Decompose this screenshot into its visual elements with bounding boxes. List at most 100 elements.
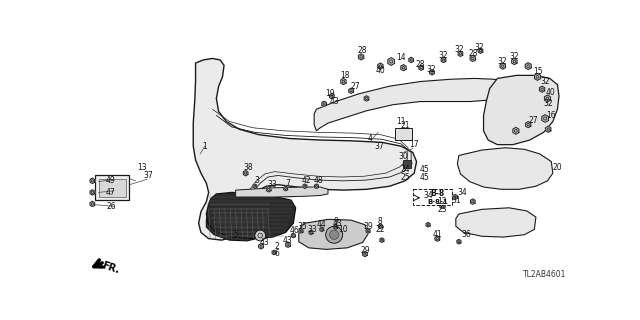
Text: 26: 26 <box>106 202 116 211</box>
Text: 43: 43 <box>330 97 339 106</box>
Text: 32: 32 <box>426 65 436 74</box>
Polygon shape <box>540 86 545 92</box>
Text: 16: 16 <box>547 111 556 120</box>
Text: 40: 40 <box>376 66 385 75</box>
Text: 39: 39 <box>363 222 373 231</box>
Text: 36: 36 <box>461 230 472 239</box>
Polygon shape <box>193 59 417 240</box>
Text: 34: 34 <box>457 188 467 197</box>
Text: 27: 27 <box>351 82 360 91</box>
Text: 43: 43 <box>259 238 269 247</box>
Text: 43: 43 <box>332 219 342 228</box>
Text: 25: 25 <box>400 172 410 181</box>
Polygon shape <box>440 204 444 209</box>
Polygon shape <box>435 236 440 241</box>
Polygon shape <box>99 179 126 197</box>
Polygon shape <box>525 63 531 69</box>
Text: 23: 23 <box>437 205 447 214</box>
Text: 49: 49 <box>106 176 116 185</box>
Polygon shape <box>299 219 368 249</box>
Text: 42: 42 <box>301 176 311 185</box>
Text: TL2AB4601: TL2AB4601 <box>524 270 566 279</box>
Polygon shape <box>500 63 506 69</box>
Polygon shape <box>284 186 287 191</box>
Polygon shape <box>90 190 95 195</box>
Polygon shape <box>545 95 550 102</box>
Polygon shape <box>206 192 296 239</box>
Circle shape <box>330 230 339 239</box>
Polygon shape <box>429 69 435 75</box>
Text: 13: 13 <box>137 163 147 172</box>
Circle shape <box>326 226 342 243</box>
Polygon shape <box>259 244 263 249</box>
Polygon shape <box>456 208 536 237</box>
Polygon shape <box>409 57 413 63</box>
Polygon shape <box>378 224 382 228</box>
Polygon shape <box>534 73 540 80</box>
Text: 12: 12 <box>437 197 447 206</box>
Text: 37: 37 <box>144 171 154 180</box>
Text: B-8: B-8 <box>430 189 444 198</box>
Text: 22: 22 <box>376 225 385 234</box>
Text: 18: 18 <box>340 71 349 80</box>
Polygon shape <box>545 126 551 132</box>
Polygon shape <box>364 96 369 101</box>
Polygon shape <box>388 58 394 65</box>
Text: 48: 48 <box>314 176 324 185</box>
FancyBboxPatch shape <box>413 188 452 205</box>
Text: 2: 2 <box>275 242 280 251</box>
Polygon shape <box>511 59 517 65</box>
Polygon shape <box>314 78 509 131</box>
Text: 15: 15 <box>533 67 543 76</box>
Polygon shape <box>363 251 367 257</box>
Text: 21: 21 <box>400 121 410 130</box>
Polygon shape <box>478 48 483 53</box>
Text: 33: 33 <box>308 225 317 234</box>
Polygon shape <box>330 93 334 99</box>
Polygon shape <box>333 225 338 229</box>
Polygon shape <box>542 115 548 122</box>
Text: 17: 17 <box>410 140 419 149</box>
Text: 35: 35 <box>297 222 307 231</box>
Text: 28: 28 <box>468 49 477 58</box>
Polygon shape <box>349 88 353 93</box>
Polygon shape <box>291 233 295 238</box>
Text: 20: 20 <box>553 163 563 172</box>
Polygon shape <box>458 51 463 57</box>
Polygon shape <box>285 242 291 247</box>
Polygon shape <box>90 201 95 207</box>
Text: 30: 30 <box>399 152 408 161</box>
FancyBboxPatch shape <box>395 128 412 140</box>
Polygon shape <box>358 54 364 60</box>
Text: 27: 27 <box>528 116 538 125</box>
Polygon shape <box>525 122 531 128</box>
Polygon shape <box>441 57 446 63</box>
Text: 32: 32 <box>438 51 447 60</box>
Text: B-8-1: B-8-1 <box>427 199 448 205</box>
Text: 33: 33 <box>268 180 277 189</box>
Polygon shape <box>90 178 95 184</box>
Polygon shape <box>206 198 273 241</box>
Text: 32: 32 <box>509 52 519 61</box>
Polygon shape <box>458 148 553 189</box>
Polygon shape <box>95 175 129 200</box>
Polygon shape <box>266 187 271 192</box>
Text: 34: 34 <box>423 191 433 200</box>
Circle shape <box>255 230 266 241</box>
Polygon shape <box>299 228 303 233</box>
Polygon shape <box>403 160 411 168</box>
Polygon shape <box>340 78 346 84</box>
Text: 8: 8 <box>378 217 383 226</box>
Polygon shape <box>452 194 458 200</box>
Text: 10: 10 <box>339 225 348 234</box>
Polygon shape <box>320 227 324 232</box>
Text: 14: 14 <box>396 53 406 62</box>
Text: 4: 4 <box>368 134 372 143</box>
Text: 11: 11 <box>396 117 406 126</box>
Polygon shape <box>426 197 431 203</box>
Polygon shape <box>314 184 319 188</box>
Text: 28: 28 <box>357 46 367 55</box>
Text: 43: 43 <box>283 236 293 245</box>
Polygon shape <box>470 55 476 61</box>
Text: 29: 29 <box>360 246 370 255</box>
